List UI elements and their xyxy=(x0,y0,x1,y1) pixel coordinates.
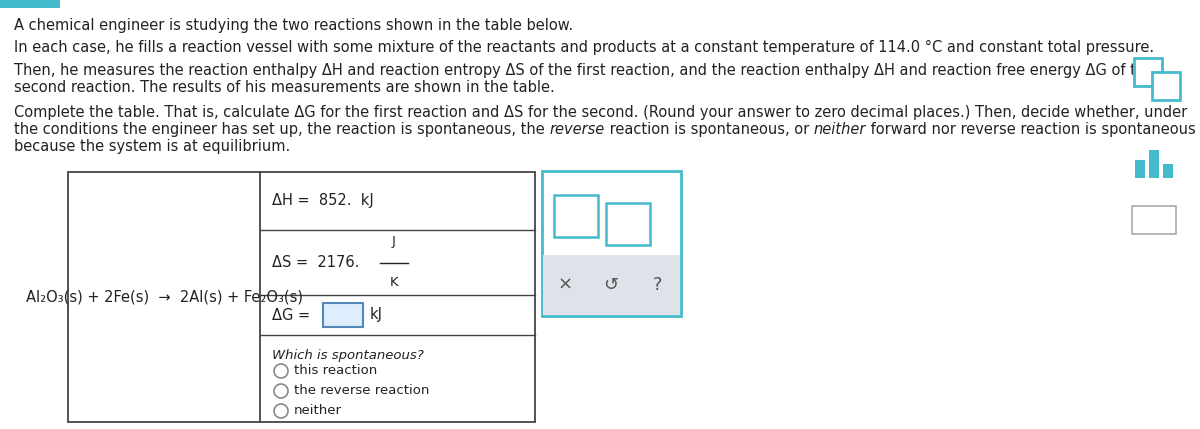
Bar xyxy=(1150,150,1159,178)
Text: kJ: kJ xyxy=(370,308,383,323)
Circle shape xyxy=(274,384,288,398)
Text: A chemical engineer is studying the two reactions shown in the table below.: A chemical engineer is studying the two … xyxy=(14,18,574,33)
Bar xyxy=(1163,164,1174,178)
Text: Ar: Ar xyxy=(1147,214,1160,227)
Bar xyxy=(68,172,535,422)
Text: J: J xyxy=(392,236,396,248)
FancyBboxPatch shape xyxy=(1134,58,1162,86)
Text: ?: ? xyxy=(653,276,661,294)
Text: ×: × xyxy=(558,276,572,294)
Text: ΔG =: ΔG = xyxy=(272,308,314,323)
Text: neither: neither xyxy=(294,405,342,417)
Text: ↺: ↺ xyxy=(604,276,618,294)
Text: this reaction: this reaction xyxy=(294,365,377,378)
Circle shape xyxy=(274,404,288,418)
FancyBboxPatch shape xyxy=(1152,72,1180,100)
FancyBboxPatch shape xyxy=(606,203,650,245)
Bar xyxy=(1135,160,1145,178)
Text: second reaction. The results of his measurements are shown in the table.: second reaction. The results of his meas… xyxy=(14,80,554,95)
FancyBboxPatch shape xyxy=(323,303,364,327)
Text: K: K xyxy=(390,277,398,290)
FancyBboxPatch shape xyxy=(1132,206,1176,234)
Text: reverse: reverse xyxy=(550,122,605,137)
Bar xyxy=(0,0,60,8)
Text: Then, he measures the reaction enthalpy ΔH and reaction entropy ΔS of the first : Then, he measures the reaction enthalpy … xyxy=(14,63,1154,78)
Text: neither: neither xyxy=(814,122,866,137)
FancyBboxPatch shape xyxy=(542,171,682,316)
Text: reaction is spontaneous, or: reaction is spontaneous, or xyxy=(605,122,814,137)
Text: ΔH =  852.  kJ: ΔH = 852. kJ xyxy=(272,193,373,208)
Text: Complete the table. That is, calculate ΔG for the first reaction and ΔS for the : Complete the table. That is, calculate Δ… xyxy=(14,105,1187,120)
Bar xyxy=(542,255,680,315)
Text: because the system is at equilibrium.: because the system is at equilibrium. xyxy=(14,139,290,154)
Text: ΔS =  2176.: ΔS = 2176. xyxy=(272,255,359,270)
Text: the conditions the engineer has set up, the reaction is spontaneous, the: the conditions the engineer has set up, … xyxy=(14,122,550,137)
Circle shape xyxy=(274,364,288,378)
Text: Al₂O₃(s) + 2Fe(s)  →  2Al(s) + Fe₂O₃(s): Al₂O₃(s) + 2Fe(s) → 2Al(s) + Fe₂O₃(s) xyxy=(25,290,302,305)
FancyBboxPatch shape xyxy=(554,195,598,237)
Text: the reverse reaction: the reverse reaction xyxy=(294,384,430,398)
Text: Which is spontaneous?: Which is spontaneous? xyxy=(272,349,424,362)
Text: In each case, he fills a reaction vessel with some mixture of the reactants and : In each case, he fills a reaction vessel… xyxy=(14,40,1154,55)
Text: forward nor reverse reaction is spontaneous: forward nor reverse reaction is spontane… xyxy=(866,122,1195,137)
